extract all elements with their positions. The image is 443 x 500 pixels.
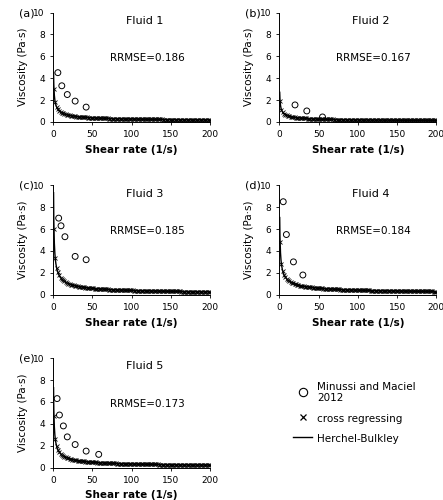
Y-axis label: Viscosity (Pa·s): Viscosity (Pa·s) <box>18 200 28 279</box>
Point <box>95 450 102 458</box>
X-axis label: Shear rate (1/s): Shear rate (1/s) <box>311 318 404 328</box>
Point <box>56 411 63 419</box>
Text: Fluid 4: Fluid 4 <box>352 188 389 198</box>
Point <box>291 101 299 109</box>
Text: (c): (c) <box>19 181 34 191</box>
Y-axis label: Viscosity (Pa·s): Viscosity (Pa·s) <box>244 28 254 106</box>
X-axis label: Shear rate (1/s): Shear rate (1/s) <box>85 490 178 500</box>
Text: RRMSE=0.184: RRMSE=0.184 <box>336 226 411 236</box>
X-axis label: Shear rate (1/s): Shear rate (1/s) <box>85 318 178 328</box>
Point <box>303 107 311 115</box>
Point <box>82 256 89 264</box>
Point <box>64 90 71 98</box>
Legend: Minussi and Maciel
2012, cross regressing, Herchel-Bulkley: Minussi and Maciel 2012, cross regressin… <box>293 382 416 444</box>
Text: Fluid 3: Fluid 3 <box>125 188 163 198</box>
Text: Fluid 1: Fluid 1 <box>125 16 163 26</box>
Text: (b): (b) <box>245 8 260 18</box>
Point <box>72 252 79 260</box>
Point <box>58 82 65 90</box>
Point <box>82 103 89 111</box>
X-axis label: Shear rate (1/s): Shear rate (1/s) <box>311 145 404 155</box>
Y-axis label: Viscosity (Pa·s): Viscosity (Pa·s) <box>18 28 28 106</box>
Point <box>55 214 62 222</box>
Point <box>58 222 65 230</box>
Text: Fluid 5: Fluid 5 <box>125 362 163 372</box>
Point <box>290 258 297 266</box>
Point <box>54 394 61 402</box>
Text: RRMSE=0.173: RRMSE=0.173 <box>110 398 185 408</box>
Y-axis label: Viscosity (Pa·s): Viscosity (Pa·s) <box>244 200 254 279</box>
Point <box>72 97 79 105</box>
Text: (e): (e) <box>19 354 34 364</box>
Text: Fluid 2: Fluid 2 <box>352 16 389 26</box>
Point <box>283 230 290 238</box>
Text: RRMSE=0.186: RRMSE=0.186 <box>110 53 185 63</box>
Text: RRMSE=0.167: RRMSE=0.167 <box>336 53 411 63</box>
Text: (a): (a) <box>19 8 34 18</box>
Point <box>60 422 67 430</box>
Point <box>299 271 307 279</box>
Point <box>82 447 89 455</box>
Y-axis label: Viscosity (Pa·s): Viscosity (Pa·s) <box>18 374 28 452</box>
X-axis label: Shear rate (1/s): Shear rate (1/s) <box>85 145 178 155</box>
Point <box>280 198 287 205</box>
Point <box>62 232 69 240</box>
Text: RRMSE=0.185: RRMSE=0.185 <box>110 226 185 236</box>
Text: (d): (d) <box>245 181 260 191</box>
Point <box>64 433 71 441</box>
Point <box>72 440 79 448</box>
Point <box>54 68 62 76</box>
Point <box>319 113 326 121</box>
